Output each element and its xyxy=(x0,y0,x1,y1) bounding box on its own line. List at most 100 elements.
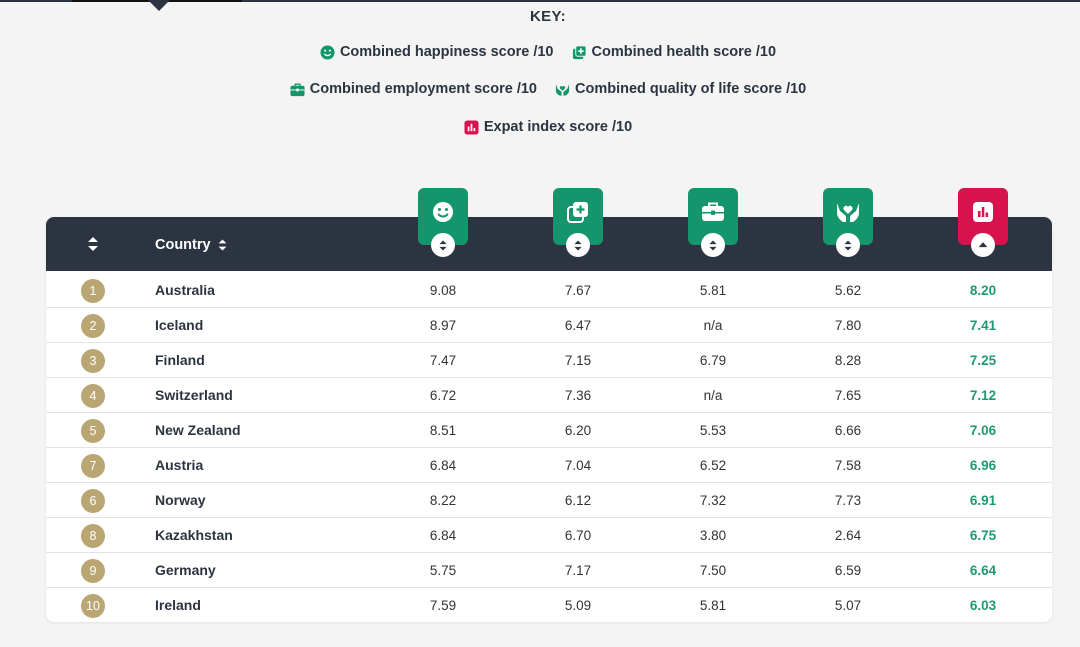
sort-quality-button[interactable] xyxy=(836,233,860,257)
sort-expat-button[interactable] xyxy=(971,233,995,257)
employment-score: 7.32 xyxy=(699,493,727,508)
rank-badge: 5 xyxy=(81,419,105,443)
health-score: 6.47 xyxy=(564,318,592,333)
column-employment[interactable] xyxy=(688,188,738,257)
expat-score: 6.91 xyxy=(969,493,997,508)
top-border xyxy=(0,0,1080,2)
column-happiness[interactable] xyxy=(418,188,468,257)
health-score: 5.09 xyxy=(564,598,592,613)
hands-heart-icon xyxy=(555,82,570,97)
table-row: 8 Kazakhstan 6.84 6.70 3.80 2.64 6.75 xyxy=(46,518,1052,553)
bar-chart-icon xyxy=(464,119,479,135)
rank-badge: 7 xyxy=(81,454,105,478)
medical-plus-icon xyxy=(566,200,590,224)
health-score: 7.67 xyxy=(564,283,592,298)
health-score: 7.04 xyxy=(564,458,592,473)
quality-score: 7.80 xyxy=(834,318,862,333)
tab-notch xyxy=(148,0,170,11)
briefcase-icon xyxy=(290,82,305,97)
rank-badge: 8 xyxy=(81,524,105,548)
happiness-score: 8.22 xyxy=(429,493,457,508)
country-name: Germany xyxy=(155,562,216,578)
employment-score: 5.81 xyxy=(699,283,727,298)
key-item-employment: Combined employment score /10 xyxy=(290,81,537,97)
expat-score: 7.41 xyxy=(969,318,997,333)
expat-score: 6.64 xyxy=(969,563,997,578)
column-health[interactable] xyxy=(553,188,603,257)
table-row: 10 Ireland 7.59 5.09 5.81 5.07 6.03 xyxy=(46,588,1052,622)
key-item-health: Combined health score /10 xyxy=(572,44,776,60)
smiley-icon xyxy=(320,44,335,60)
rank-badge: 4 xyxy=(81,384,105,408)
happiness-score: 6.84 xyxy=(429,528,457,543)
medical-plus-icon xyxy=(572,44,587,60)
quality-score: 5.07 xyxy=(834,598,862,613)
country-name: Kazakhstan xyxy=(155,527,233,543)
key-item-quality: Combined quality of life score /10 xyxy=(555,81,806,97)
ranking-table: Country 1 Australia 9.08 7.67 5.81 5.62 8.20 2 I… xyxy=(46,217,1052,622)
table-row: 1 Australia 9.08 7.67 5.81 5.62 8.20 xyxy=(46,273,1052,308)
health-score: 7.17 xyxy=(564,563,592,578)
happiness-score: 8.51 xyxy=(429,423,457,438)
table-row: 6 Norway 8.22 6.12 7.32 7.73 6.91 xyxy=(46,483,1052,518)
sort-icon xyxy=(574,240,582,250)
happiness-score: 5.75 xyxy=(429,563,457,578)
country-header[interactable]: Country xyxy=(155,237,228,253)
country-name: Norway xyxy=(155,492,206,508)
column-expat-index[interactable] xyxy=(958,188,1008,257)
expat-score: 7.25 xyxy=(969,353,997,368)
happiness-score: 6.84 xyxy=(429,458,457,473)
quality-score: 8.28 xyxy=(834,353,862,368)
happiness-score: 9.08 xyxy=(429,283,457,298)
employment-score: 7.50 xyxy=(699,563,727,578)
column-quality-of-life[interactable] xyxy=(823,188,873,257)
expat-score: 7.06 xyxy=(969,423,997,438)
employment-score: n/a xyxy=(703,388,723,403)
employment-score: 5.81 xyxy=(699,598,727,613)
happiness-score: 7.47 xyxy=(429,353,457,368)
sort-employment-button[interactable] xyxy=(701,233,725,257)
expat-score: 6.75 xyxy=(969,528,997,543)
country-name: Switzerland xyxy=(155,387,233,403)
health-score: 6.70 xyxy=(564,528,592,543)
rank-badge: 9 xyxy=(81,559,105,583)
sort-health-button[interactable] xyxy=(566,233,590,257)
country-name: Ireland xyxy=(155,597,201,613)
rank-badge: 10 xyxy=(81,594,105,618)
sort-ascending-icon xyxy=(978,242,988,248)
table-row: 5 New Zealand 8.51 6.20 5.53 6.66 7.06 xyxy=(46,413,1052,448)
happiness-score: 7.59 xyxy=(429,598,457,613)
expat-score: 8.20 xyxy=(969,283,997,298)
sort-happiness-button[interactable] xyxy=(431,233,455,257)
employment-score: 5.53 xyxy=(699,423,727,438)
key-label-happiness: Combined happiness score /10 xyxy=(339,44,554,60)
briefcase-icon xyxy=(701,200,725,224)
table-row: 9 Germany 5.75 7.17 7.50 6.59 6.64 xyxy=(46,553,1052,588)
hands-heart-icon xyxy=(836,200,860,224)
expat-score: 6.03 xyxy=(969,598,997,613)
key-item-expat: Expat index score /10 xyxy=(464,119,632,135)
key-label-employment: Combined employment score /10 xyxy=(309,81,537,97)
rank-badge: 3 xyxy=(81,349,105,373)
quality-score: 7.73 xyxy=(834,493,862,508)
health-score: 7.15 xyxy=(564,353,592,368)
country-name: Iceland xyxy=(155,317,204,333)
table-row: 3 Finland 7.47 7.15 6.79 8.28 7.25 xyxy=(46,343,1052,378)
smiley-icon xyxy=(431,200,455,224)
quality-score: 2.64 xyxy=(834,528,862,543)
country-name: Austria xyxy=(155,457,204,473)
sort-icon xyxy=(844,240,852,250)
key-item-happiness: Combined happiness score /10 xyxy=(320,44,554,60)
table-header: Country xyxy=(46,217,1052,271)
key-label-expat: Expat index score /10 xyxy=(483,119,633,135)
country-name: New Zealand xyxy=(155,422,241,438)
expat-score: 6.96 xyxy=(969,458,997,473)
table-row: 2 Iceland 8.97 6.47 n/a 7.80 7.41 xyxy=(46,308,1052,343)
table-row: 4 Switzerland 6.72 7.36 n/a 7.65 7.12 xyxy=(46,378,1052,413)
expat-score: 7.12 xyxy=(969,388,997,403)
happiness-score: 8.97 xyxy=(429,318,457,333)
bar-chart-icon xyxy=(971,200,995,224)
quality-score: 5.62 xyxy=(834,283,862,298)
quality-score: 7.58 xyxy=(834,458,862,473)
rank-sort-icon[interactable] xyxy=(86,236,100,252)
